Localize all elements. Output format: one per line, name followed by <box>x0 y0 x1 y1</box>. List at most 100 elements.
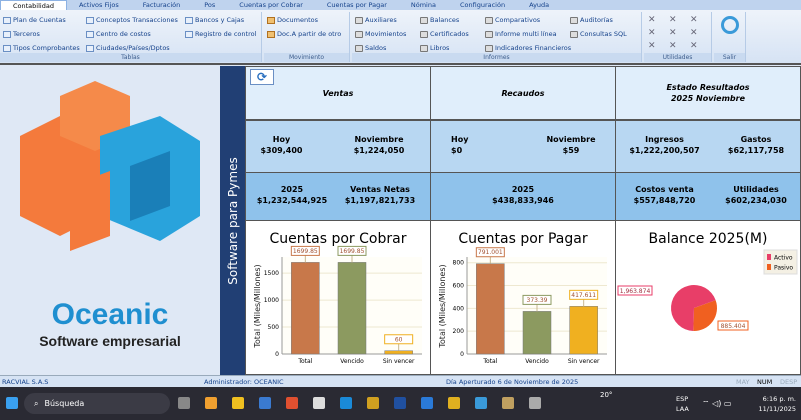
printer-icon <box>485 30 493 38</box>
taskbar-app-icon[interactable] <box>340 397 352 409</box>
tools-icon[interactable]: ✕ <box>648 41 656 51</box>
taskbar-app-icon[interactable] <box>367 397 379 409</box>
bar <box>522 311 552 355</box>
taskbar-app-icon[interactable] <box>475 397 487 409</box>
tipos-comprobantes-button[interactable]: Tipos Comprobantes <box>3 44 80 52</box>
table-icon <box>86 30 94 38</box>
ventas-header: ⟳ Ventas <box>245 66 431 120</box>
x-tick-label: Sin vencer <box>568 358 600 365</box>
item-label: Saldos <box>365 44 387 52</box>
search-placeholder: Búsqueda <box>44 399 85 408</box>
informe-item[interactable]: Consultas SQL <box>570 30 627 38</box>
tab-4[interactable]: Cuentas por Cobrar <box>239 1 303 9</box>
tools-icon[interactable]: ✕ <box>690 41 698 51</box>
y-tick-label: 600 <box>453 283 465 290</box>
estado-ingresos-cell: Ingresos $1,222,200,507 Gastos $62,117,7… <box>615 120 801 173</box>
refresh-button[interactable]: ⟳ <box>250 69 274 85</box>
taskbar-app-icon[interactable] <box>502 397 514 409</box>
data-label: 1699.85 <box>340 248 365 255</box>
tab-1[interactable]: Activos Fijos <box>78 1 119 9</box>
search-box[interactable]: ⌕ Búsqueda <box>24 393 170 414</box>
value: $62,117,758 <box>727 146 785 155</box>
tab-0[interactable]: Contabilidad <box>0 0 67 10</box>
tab-7[interactable]: Configuración <box>459 1 506 9</box>
label: Costos venta <box>635 185 694 194</box>
informe-item[interactable]: Balances <box>420 16 459 24</box>
taskbar-app-icon[interactable] <box>313 397 325 409</box>
tools-icon[interactable]: ✕ <box>690 15 698 25</box>
taskbar-app-icon[interactable] <box>178 397 190 409</box>
side-strip: Software para Pymes <box>220 66 245 375</box>
taskbar-app-icon[interactable] <box>421 397 433 409</box>
registro-control-button[interactable]: Registro de control <box>185 30 256 38</box>
group-label: Salir <box>714 53 745 62</box>
ciudades-button[interactable]: Ciudades/Países/Dptos <box>86 44 170 52</box>
bancos-cajas-button[interactable]: Bancos y Cajas <box>185 16 244 24</box>
document-icon <box>267 30 275 38</box>
taskbar-app-icon[interactable] <box>529 397 541 409</box>
x-tick-label: Vencido <box>525 358 549 365</box>
informe-item[interactable]: Saldos <box>355 44 386 52</box>
estado-subtitle: 2025 Noviembre <box>670 94 746 103</box>
tools-icon[interactable]: ✕ <box>648 15 656 25</box>
clock-date[interactable]: 11/11/2025 <box>758 405 796 413</box>
centro-costos-button[interactable]: Centro de costos <box>86 30 151 38</box>
taskbar-app-icon[interactable] <box>286 397 298 409</box>
table-icon <box>86 44 94 52</box>
group-utilidades: ✕ ✕ ✕ ✕ ✕ ✕ ✕ ✕ ✕ Utilidades <box>644 12 712 62</box>
wifi-volume-battery-icon[interactable]: ⌔ ◁) ▭ <box>702 399 732 408</box>
doc-partir-otro-button[interactable]: Doc.A partir de otro <box>267 30 341 38</box>
power-icon[interactable] <box>721 16 739 34</box>
informe-item[interactable]: Indicadores Financieros <box>485 44 571 52</box>
tab-3[interactable]: Pos <box>204 1 216 9</box>
printer-icon <box>570 16 578 24</box>
informe-item[interactable]: Certificados <box>420 30 469 38</box>
label: Utilidades <box>733 185 779 194</box>
strip-label: Software para Pymes <box>225 156 240 285</box>
item-label: Indicadores Financieros <box>495 44 572 52</box>
item-label: Balances <box>430 16 460 24</box>
taskbar-app-icon[interactable] <box>259 397 271 409</box>
informe-item[interactable]: Auxiliares <box>355 16 397 24</box>
informe-item[interactable]: Comparativos <box>485 16 540 24</box>
terceros-button[interactable]: Terceros <box>3 30 40 38</box>
informe-item[interactable]: Movimientos <box>355 30 406 38</box>
logo-name: Oceanic <box>51 298 169 331</box>
ventas-today-cell: Hoy $309,400 Noviembre $1,224,050 <box>245 120 431 173</box>
tools-icon[interactable]: ✕ <box>669 15 677 25</box>
tab-6[interactable]: Nómina <box>410 1 436 9</box>
documentos-button[interactable]: Documentos <box>267 16 318 24</box>
informe-item[interactable]: Libros <box>420 44 449 52</box>
item-label: Comparativos <box>495 16 541 24</box>
tab-2[interactable]: Facturación <box>142 1 181 9</box>
pie-slice <box>693 300 717 331</box>
conceptos-button[interactable]: Conceptos Transacciones <box>86 16 178 24</box>
clock-time[interactable]: 6:16 p. m. <box>762 395 796 403</box>
informe-item[interactable]: Informe multi línea <box>485 30 557 38</box>
table-icon <box>86 16 94 24</box>
informe-item[interactable]: Auditorías <box>570 16 613 24</box>
tab-8[interactable]: Ayuda <box>529 1 550 9</box>
tools-icon[interactable]: ✕ <box>669 28 677 38</box>
chart-title: Cuentas por Pagar <box>458 231 587 247</box>
tools-icon[interactable]: ✕ <box>690 28 698 38</box>
data-label: 791.001 <box>478 249 503 256</box>
tab-5[interactable]: Cuentas por Pagar <box>326 1 387 9</box>
data-label: 417.611 <box>571 292 596 299</box>
taskbar-app-icon[interactable] <box>394 397 406 409</box>
recaudos-header: Recaudos <box>430 66 616 120</box>
taskbar-app-icon[interactable] <box>448 397 460 409</box>
recaudos-today-cell: Hoy $0 Noviembre $59 <box>430 120 616 173</box>
lang[interactable]: ESP <box>676 395 689 403</box>
taskbar-app-icon[interactable] <box>232 397 244 409</box>
item-label: Auditorías <box>580 16 613 24</box>
tools-icon[interactable]: ✕ <box>669 41 677 51</box>
x-tick-label: Total <box>482 358 497 365</box>
label: Ingresos <box>645 135 684 144</box>
plan-de-cuentas-button[interactable]: Plan de Cuentas <box>3 16 66 24</box>
taskbar-app-icon[interactable] <box>205 397 217 409</box>
tools-icon[interactable]: ✕ <box>648 28 656 38</box>
recaudos-title: Recaudos <box>501 89 545 98</box>
label: Noviembre <box>546 135 596 144</box>
windows-start-icon[interactable] <box>6 397 18 409</box>
